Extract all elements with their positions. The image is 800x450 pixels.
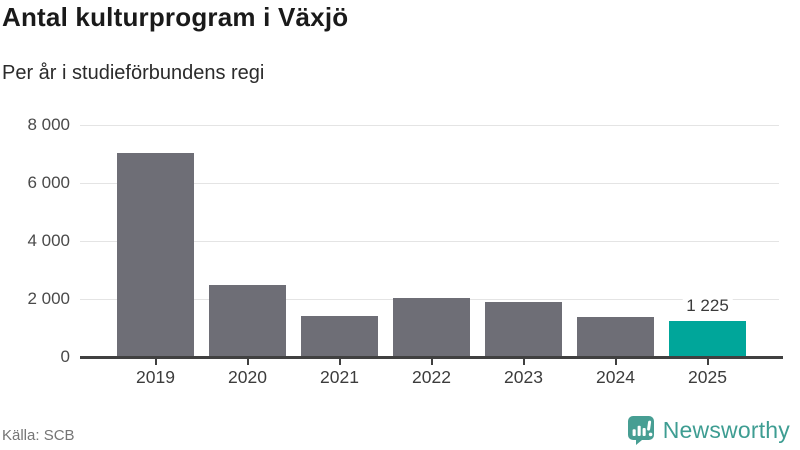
bar-2019 — [117, 152, 194, 357]
bar-2022 — [393, 298, 470, 357]
y-axis-tick-label: 6 000 — [27, 173, 70, 192]
y-axis-tick-label: 0 — [60, 347, 70, 366]
x-axis-tick-label: 2023 — [504, 367, 543, 387]
x-axis-tick-label: 2020 — [228, 367, 267, 387]
x-axis-tick — [154, 358, 157, 365]
y-axis-tick-label: 8 000 — [27, 115, 70, 134]
gridline-y-8000 — [80, 124, 779, 126]
bar-2021 — [301, 315, 378, 357]
chart-subtitle: Per år i studieförbundens regi — [2, 62, 265, 84]
gridline-y-4000 — [80, 240, 779, 242]
x-axis-tick — [614, 358, 617, 365]
x-axis-tick — [338, 358, 341, 365]
x-axis-tick-label: 2024 — [596, 367, 635, 387]
bar-2024 — [577, 317, 654, 357]
newsworthy-logo-icon — [627, 415, 655, 445]
x-axis-tick — [522, 358, 525, 365]
x-axis-tick-label: 2025 — [688, 367, 727, 387]
gridline-y-6000 — [80, 182, 779, 184]
x-axis-tick — [430, 358, 433, 365]
bar-2020 — [209, 285, 286, 357]
data-label-2025: 1 225 — [682, 296, 733, 317]
x-axis-tick — [246, 358, 249, 365]
y-axis-tick-label: 2 000 — [27, 289, 70, 308]
source-note: Källa: SCB — [2, 427, 75, 444]
chart-title: Antal kulturprogram i Växjö — [2, 2, 349, 32]
x-axis-tick-label: 2022 — [412, 367, 451, 387]
x-axis-tick — [706, 358, 709, 365]
newsworthy-brand: Newsworthy — [627, 415, 790, 445]
x-axis-tick-label: 2019 — [136, 367, 175, 387]
x-axis-line — [80, 355, 783, 359]
bar-2023 — [485, 302, 562, 357]
x-axis-tick-label: 2021 — [320, 367, 359, 387]
newsworthy-brand-name: Newsworthy — [662, 416, 790, 443]
y-axis-tick-label: 4 000 — [27, 231, 70, 250]
bar-2025 — [669, 321, 746, 357]
